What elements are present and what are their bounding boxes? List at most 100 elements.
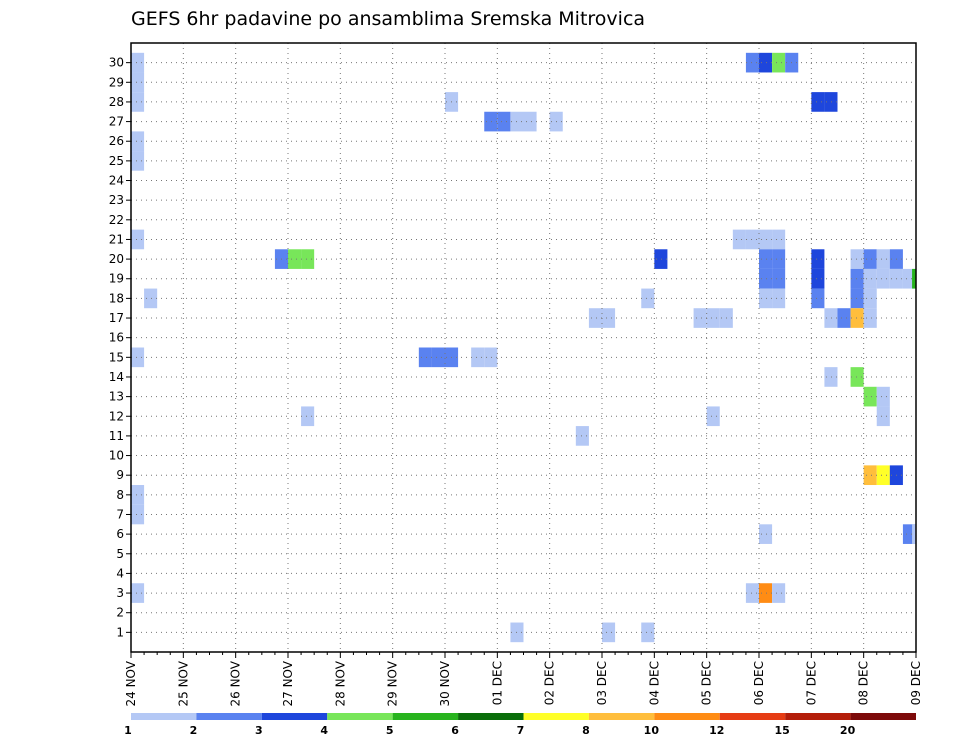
chart-title: GEFS 6hr padavine po ansamblima Sremska … bbox=[131, 8, 645, 30]
colorbar-label: 7 bbox=[517, 724, 525, 737]
heatmap-cell bbox=[131, 52, 145, 73]
colorbar-swatch bbox=[523, 713, 589, 720]
colorbar-label: 10 bbox=[644, 724, 660, 737]
heatmap-cell bbox=[850, 249, 864, 269]
y-tick-label: 28 bbox=[109, 95, 124, 109]
heatmap-cell bbox=[131, 229, 145, 250]
colorbar-label: 12 bbox=[709, 724, 724, 737]
y-tick-label: 7 bbox=[116, 507, 124, 521]
x-tick-label: 03 DEC bbox=[595, 661, 609, 705]
y-tick-label: 14 bbox=[109, 370, 124, 384]
x-tick-label: 01 DEC bbox=[490, 661, 504, 705]
x-tick-label: 29 NOV bbox=[386, 660, 400, 706]
colorbar-label: 20 bbox=[840, 724, 856, 737]
heatmap-cell bbox=[523, 111, 537, 132]
x-tick-label: 09 DEC bbox=[909, 661, 923, 705]
heatmap-cell bbox=[837, 308, 851, 328]
heatmap-cell bbox=[759, 229, 773, 250]
heatmap-cell bbox=[759, 583, 773, 603]
colorbar-swatch bbox=[785, 713, 851, 720]
y-tick-label: 13 bbox=[109, 390, 124, 404]
heatmap-cell bbox=[131, 151, 145, 171]
colorbar-label: 2 bbox=[190, 724, 198, 737]
heatmap-cell bbox=[912, 524, 916, 544]
colorbar-swatch bbox=[261, 713, 328, 720]
heatmap-cell bbox=[732, 229, 746, 250]
heatmap-cell bbox=[759, 52, 773, 73]
x-tick-label: 05 DEC bbox=[700, 661, 714, 705]
x-axis: 24 NOV 25 NOV 26 NOV 27 NOV 28 NOV 29 NOV 30 N… bbox=[124, 652, 923, 707]
colorbar-label: 3 bbox=[255, 724, 263, 737]
heatmap-cell bbox=[484, 347, 498, 368]
heatmap-cell bbox=[824, 367, 838, 387]
heatmap-cell bbox=[772, 229, 786, 250]
heatmap-cell bbox=[131, 347, 145, 368]
heatmap-cell bbox=[876, 268, 890, 289]
heatmap-cell bbox=[850, 308, 864, 328]
heatmap-cell bbox=[471, 347, 485, 368]
y-tick-label: 10 bbox=[109, 449, 124, 463]
x-tick-label: 06 DEC bbox=[752, 661, 766, 705]
colorbar-label: 6 bbox=[451, 724, 459, 737]
x-tick-label: 24 NOV bbox=[124, 660, 138, 706]
heatmap-cell bbox=[706, 308, 720, 328]
y-tick-label: 6 bbox=[116, 527, 124, 541]
heatmap-cell bbox=[759, 249, 773, 269]
heatmap-cell bbox=[693, 308, 707, 328]
heatmap-cell bbox=[824, 92, 838, 112]
heatmap-cell bbox=[811, 288, 825, 309]
heatmap-cell bbox=[863, 386, 877, 407]
y-tick-label: 2 bbox=[116, 606, 124, 620]
y-tick-label: 22 bbox=[109, 213, 124, 227]
heatmap-cell bbox=[497, 111, 511, 132]
heatmap-cell bbox=[772, 249, 786, 269]
colorbar-swatch bbox=[719, 713, 786, 720]
heatmap-cell bbox=[588, 308, 602, 328]
y-tick-label: 5 bbox=[116, 547, 124, 561]
colorbar-label: 4 bbox=[320, 724, 328, 737]
heatmap-cell bbox=[850, 268, 864, 289]
heatmap-cell bbox=[811, 268, 825, 289]
y-tick-label: 9 bbox=[116, 468, 124, 482]
colorbar-label: 5 bbox=[386, 724, 394, 737]
heatmap-cell bbox=[811, 92, 825, 112]
x-tick-label: 07 DEC bbox=[804, 661, 818, 705]
y-tick-label: 30 bbox=[109, 56, 124, 70]
heatmap-cell bbox=[144, 288, 158, 309]
heatmap-cell bbox=[745, 583, 759, 603]
heatmap-cell bbox=[301, 406, 315, 427]
y-tick-label: 12 bbox=[109, 409, 124, 423]
heatmap-cell bbox=[850, 367, 864, 387]
heatmap-cell bbox=[759, 288, 773, 309]
x-tick-label: 04 DEC bbox=[647, 661, 661, 705]
colorbar-swatch bbox=[654, 713, 720, 720]
heatmap-cell bbox=[876, 406, 890, 427]
heatmap-cell bbox=[745, 229, 759, 250]
heatmap-cell bbox=[811, 249, 825, 269]
y-tick-label: 17 bbox=[109, 311, 124, 325]
colorbar-swatch bbox=[392, 713, 459, 720]
y-tick-label: 8 bbox=[116, 488, 124, 502]
heatmap-cell bbox=[772, 288, 786, 309]
heatmap-cell bbox=[772, 268, 786, 289]
heatmap-cell bbox=[824, 308, 838, 328]
heatmap-cell bbox=[759, 524, 773, 544]
y-tick-label: 24 bbox=[109, 174, 124, 188]
y-tick-label: 21 bbox=[109, 232, 124, 246]
heatmap-cell bbox=[641, 288, 655, 309]
colorbar-swatch bbox=[850, 713, 916, 720]
colorbar-swatch bbox=[131, 713, 197, 720]
x-tick-label: 26 NOV bbox=[229, 660, 243, 706]
colorbar-label: 15 bbox=[775, 724, 790, 737]
x-tick-label: 28 NOV bbox=[333, 660, 347, 706]
y-tick-label: 27 bbox=[109, 115, 124, 129]
heatmap-cell bbox=[876, 465, 890, 486]
colorbar-swatch bbox=[327, 713, 393, 720]
heatmap-cell bbox=[131, 131, 145, 152]
heatmap-cell bbox=[288, 249, 302, 269]
heatmap-cell bbox=[759, 268, 773, 289]
heatmap-cell bbox=[602, 622, 616, 643]
heatmap-cell bbox=[876, 249, 890, 269]
y-tick-label: 29 bbox=[109, 75, 124, 89]
